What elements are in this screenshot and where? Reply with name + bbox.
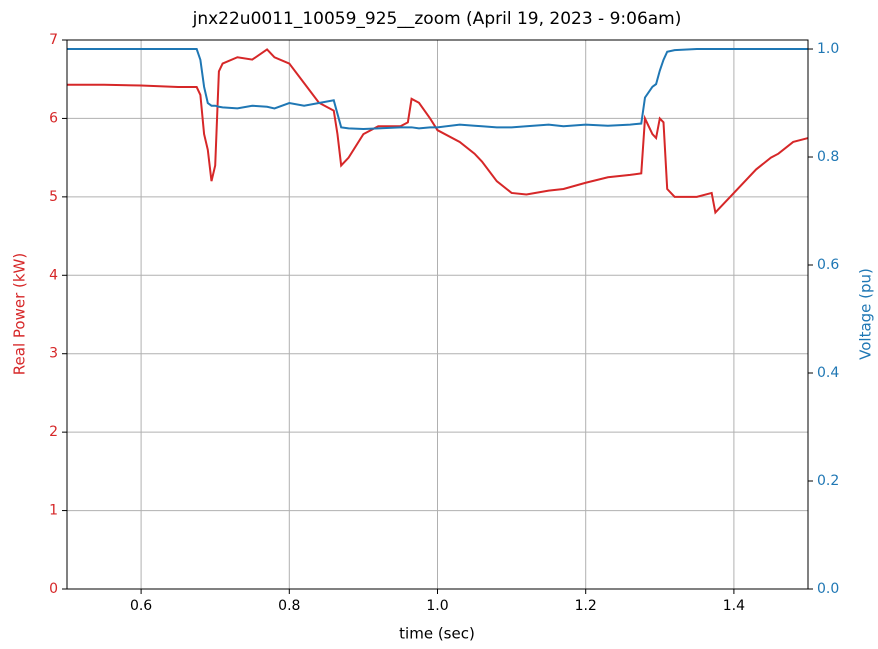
y2-axis-label: Voltage (pu) xyxy=(857,268,875,360)
y-tick-label: 7 xyxy=(49,32,58,48)
x-tick-label: 1.4 xyxy=(723,598,745,614)
x-tick-label: 0.8 xyxy=(278,598,300,614)
y2-tick-label: 0.0 xyxy=(817,581,839,597)
y2-tick-label: 0.6 xyxy=(817,257,839,273)
x-tick-label: 1.0 xyxy=(426,598,448,614)
y-tick-label: 6 xyxy=(49,110,58,126)
y-tick-label: 3 xyxy=(49,346,58,362)
data-line xyxy=(67,48,809,215)
y-tick-label: 2 xyxy=(49,424,58,440)
y2-tick-label: 0.8 xyxy=(817,149,839,165)
x-axis-label: time (sec) xyxy=(399,625,475,643)
y-axis-label: Real Power (kW) xyxy=(11,253,29,375)
y-tick-label: 4 xyxy=(49,267,58,283)
y2-tick-label: 0.4 xyxy=(817,365,839,381)
x-tick-label: 1.2 xyxy=(575,598,597,614)
y-tick-label: 5 xyxy=(49,189,58,205)
y2-tick-label: 1.0 xyxy=(817,41,839,57)
plot-frame xyxy=(66,39,809,590)
chart-title: jnx22u0011_10059_925__zoom (April 19, 20… xyxy=(192,9,682,29)
y-tick-label: 1 xyxy=(49,503,58,519)
y-tick-label: 0 xyxy=(49,581,58,597)
x-tick-label: 0.6 xyxy=(130,598,152,614)
y2-tick-label: 0.2 xyxy=(817,473,839,489)
data-line xyxy=(67,48,808,130)
